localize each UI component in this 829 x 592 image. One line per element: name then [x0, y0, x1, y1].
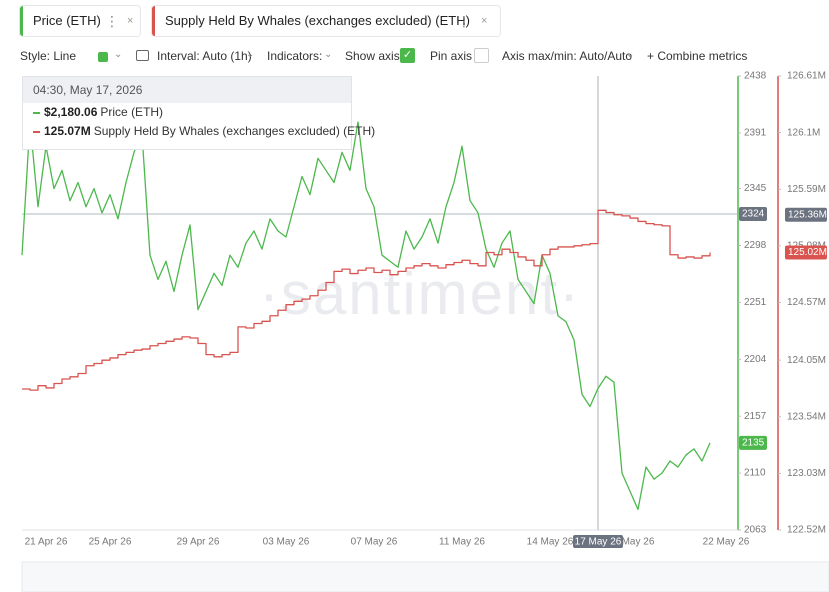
x-tick-label: 17 May 26: [575, 537, 622, 548]
x-tick-label: May 26: [622, 537, 655, 548]
y2-tick-label: 124.57M: [787, 297, 826, 308]
tab-menu[interactable]: ⋮: [105, 13, 119, 29]
tab-close[interactable]: ×: [481, 15, 488, 27]
axis-range-select[interactable]: Axis max/min: Auto/Auto: [502, 49, 633, 63]
y2-tick-label: 126.61M: [787, 71, 826, 82]
indicators-select[interactable]: Indicators:: [267, 49, 323, 63]
y-tick-label: 2204: [744, 354, 767, 365]
tooltip-row: $2,180.06 Price (ETH): [23, 103, 351, 122]
tooltip-label: Supply Held By Whales (exchanges exclude…: [93, 124, 376, 138]
y-tick-label: 2063: [744, 525, 767, 536]
pin-axis-label: Pin axis: [430, 49, 473, 63]
tab-close[interactable]: ×: [127, 15, 134, 27]
last-value-label: 2135: [742, 437, 765, 448]
pin-axis-checkbox[interactable]: [474, 48, 489, 63]
show-axis-checkbox[interactable]: ✓: [400, 48, 415, 63]
y-tick-label: 2251: [744, 297, 767, 308]
y-tick-label: 2110: [744, 468, 766, 479]
crosshair-y2-box: [785, 207, 827, 222]
y-tick-label: 2157: [744, 411, 767, 422]
show-axis-label: Show axis: [345, 49, 400, 63]
tooltip-value: $2,180.06: [44, 105, 98, 119]
y-tick-label: 2391: [744, 128, 767, 139]
chevron: ⌄: [626, 49, 635, 60]
tooltip-value: 125.07M: [44, 124, 91, 138]
metric-tab[interactable]: Supply Held By Whales (exchanges exclude…: [152, 6, 500, 36]
last-value-box: [785, 245, 827, 260]
crosshair-y2-label: 125.36M: [788, 209, 827, 220]
x-tick-label: 25 Apr 26: [89, 537, 132, 548]
y-tick-label: 2438: [744, 71, 767, 82]
tab-menu[interactable]: ⋮: [457, 13, 471, 29]
x-highlight-box: [573, 535, 623, 548]
x-tick-label: 03 May 26: [263, 537, 310, 548]
navigator[interactable]: [21, 561, 829, 592]
x-tick-label: 22 May 26: [703, 537, 750, 548]
style-select[interactable]: Style: Line: [20, 49, 77, 63]
tab-label: Price (ETH): [33, 13, 101, 28]
y2-tick-label: 123.03M: [787, 468, 826, 479]
tab-label: Supply Held By Whales (exchanges exclude…: [165, 13, 470, 28]
tooltip-row: 125.07M Supply Held By Whales (exchanges …: [23, 122, 375, 141]
y2-tick-label: 123.54M: [787, 411, 826, 422]
x-tick-label: 29 Apr 26: [177, 537, 220, 548]
y-tick-label: 2345: [744, 183, 767, 194]
y2-tick-label: 126.1M: [787, 127, 820, 138]
x-tick-label: 07 May 26: [351, 537, 398, 548]
y2-tick-label: 125.59M: [787, 184, 826, 195]
x-tick-label: 14 May 26: [527, 537, 574, 548]
crosshair-y-box: [739, 207, 767, 222]
y2-tick-label: 122.52M: [787, 525, 826, 536]
interval-icon: [136, 50, 149, 61]
tooltip-date: 04:30, May 17, 2026: [23, 77, 351, 103]
crosshair-y-label: 2324: [742, 209, 765, 220]
last-value-box: [739, 435, 767, 450]
chevron: ⌄: [114, 49, 123, 60]
y2-tick-label: 124.05M: [787, 355, 826, 366]
chevron: ⌄: [246, 49, 255, 60]
x-tick-label: 11 May 26: [439, 537, 485, 548]
tooltip: 04:30, May 17, 2026 $2,180.06 Price (ETH)…: [22, 76, 375, 150]
x-tick-label: 21 Apr 26: [25, 537, 68, 548]
chevron: ⌄: [324, 49, 333, 60]
tooltip-label: Price (ETH): [100, 105, 164, 119]
color-swatch[interactable]: [98, 52, 108, 62]
y-tick-label: 2298: [744, 240, 767, 251]
series-line: [22, 209, 711, 391]
interval-select[interactable]: Interval: Auto (1h): [157, 49, 252, 63]
combine-metrics-button[interactable]: + Combine metrics: [647, 49, 748, 63]
metric-tab[interactable]: Price (ETH) ⋮ ×: [20, 6, 140, 36]
watermark: ·santiment·: [259, 260, 581, 327]
last-value-label: 125.02M: [788, 247, 827, 258]
